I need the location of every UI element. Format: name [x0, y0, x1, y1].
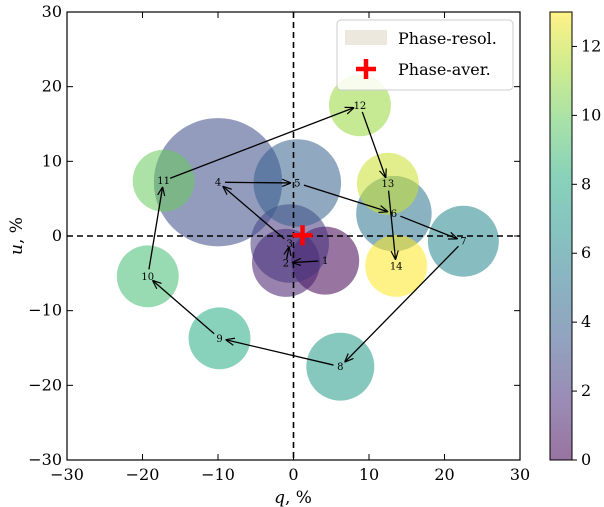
- point-label-2: 2: [283, 258, 289, 269]
- point-label-13: 13: [382, 179, 395, 190]
- point-label-8: 8: [337, 362, 343, 373]
- arrow-11-to-12: [169, 108, 353, 179]
- y-tick-label: 20: [42, 77, 62, 96]
- phase-circle-14: [365, 234, 428, 297]
- x-tick-label: −20: [126, 465, 160, 484]
- colorbar-tick-label: 12: [581, 36, 601, 55]
- arrow-1-to-2: [293, 261, 319, 262]
- point-label-5: 5: [294, 178, 300, 189]
- phase-circle-5: [253, 139, 342, 227]
- legend: Phase-resol. Phase-aver.: [336, 19, 514, 91]
- x-tick-label: 30: [510, 465, 530, 484]
- point-label-1: 1: [322, 256, 328, 267]
- y-tick-label: 10: [42, 151, 62, 170]
- legend-swatch-phase-resolved: [345, 30, 387, 45]
- x-tick-label: 0: [288, 465, 298, 484]
- x-tick-label: −10: [201, 465, 235, 484]
- colorbar-gradient: [549, 11, 573, 461]
- arrow-2-to-3: [287, 247, 289, 260]
- phase-circle-9: [188, 307, 251, 370]
- trajectory-arrows: [148, 108, 459, 366]
- point-label-10: 10: [141, 272, 154, 283]
- phase-resolved-circles: [116, 74, 499, 401]
- colorbar-tick-label: 2: [581, 381, 591, 400]
- colorbar-tick-label: 6: [581, 243, 591, 262]
- arrow-7-to-8: [345, 245, 459, 361]
- phase-circle-10: [116, 245, 179, 308]
- point-label-7: 7: [460, 237, 466, 248]
- arrow-4-to-5: [224, 182, 290, 183]
- arrow-13-to-14: [387, 190, 396, 259]
- arrow-12-to-13: [361, 111, 385, 177]
- colorbar: 0 2 4 6 8 10 12: [549, 11, 601, 469]
- arrow-6-to-7: [400, 215, 456, 238]
- point-label-4: 4: [215, 178, 221, 189]
- x-tick-label: −30: [50, 465, 84, 484]
- arrow-8-to-9: [226, 340, 334, 366]
- point-label-6: 6: [391, 209, 397, 220]
- arrow-5-to-6: [303, 184, 387, 211]
- y-tick-label: −10: [28, 301, 62, 320]
- y-tick-label: 0: [52, 226, 62, 245]
- legend-label-phase-averaged: Phase-aver.: [398, 60, 491, 79]
- point-label-3: 3: [287, 239, 293, 250]
- point-label-11: 11: [157, 176, 170, 187]
- axis-ticks: −30 −20 −10 0 10 20 30 −30 −20 −10 0 10 20 30: [28, 2, 530, 484]
- arrow-9-to-10: [153, 281, 215, 335]
- colorbar-tick-label: 0: [581, 450, 591, 469]
- point-label-9: 9: [216, 334, 222, 345]
- arrow-3-to-4: [223, 187, 285, 240]
- y-axis-label: u, %: [7, 217, 27, 255]
- colorbar-tick-label: 8: [581, 174, 591, 193]
- colorbar-ticks: 0 2 4 6 8 10 12: [572, 36, 601, 469]
- phase-averaged-marker: [292, 225, 313, 246]
- y-tick-label: −20: [28, 375, 62, 394]
- x-tick-label: 20: [434, 465, 454, 484]
- legend-label-phase-resolved: Phase-resol.: [398, 29, 497, 48]
- y-tick-label: 30: [42, 2, 62, 21]
- arrow-10-to-11: [148, 188, 163, 270]
- point-label-14: 14: [390, 261, 403, 272]
- y-tick-label: −30: [28, 450, 62, 469]
- colorbar-tick-label: 4: [581, 312, 591, 331]
- colorbar-tick-label: 10: [581, 105, 601, 124]
- x-tick-label: 10: [359, 465, 379, 484]
- point-label-12: 12: [354, 101, 367, 112]
- phase-circle-4: [153, 118, 283, 247]
- x-axis-label: q, %: [274, 488, 312, 507]
- phase-circle-13: [356, 152, 419, 215]
- legend-marker-phase-averaged: [356, 59, 376, 79]
- phase-circle-11: [132, 149, 195, 212]
